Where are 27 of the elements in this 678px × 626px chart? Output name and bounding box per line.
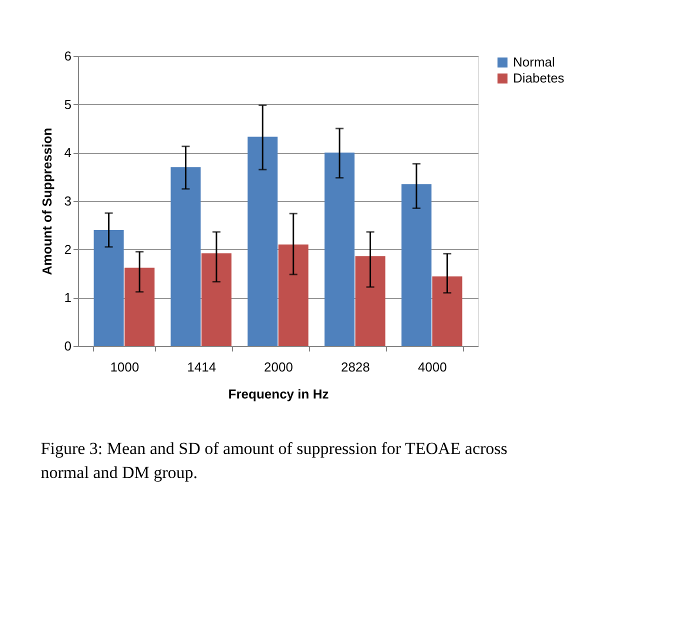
y-tick-label: 4 bbox=[64, 145, 72, 160]
legend-label: Normal bbox=[513, 54, 556, 70]
bar bbox=[94, 230, 124, 346]
bar bbox=[324, 152, 355, 346]
y-axis-title: Amount of Suppression bbox=[39, 128, 54, 276]
y-tick-label: 3 bbox=[64, 194, 72, 208]
caption: Figure 3: Mean and SD of amount of suppression for TEOAE across normal and DM group. bbox=[40, 439, 508, 482]
x-axis-title: Frequency in Hz bbox=[228, 386, 330, 402]
bar bbox=[248, 136, 278, 346]
x-tick-label: 4000 bbox=[418, 360, 447, 374]
y-tick-label: 6 bbox=[64, 48, 72, 64]
bar bbox=[201, 253, 232, 346]
y-tick-label: 0 bbox=[64, 338, 72, 354]
bar bbox=[170, 167, 201, 346]
x-tick-label: 2000 bbox=[264, 360, 293, 374]
bar bbox=[401, 184, 432, 346]
y-tick-label: 1 bbox=[64, 290, 72, 306]
y-tick-label: 5 bbox=[64, 96, 72, 112]
x-tick-label: 1000 bbox=[110, 360, 140, 374]
bar bbox=[355, 256, 386, 346]
x-tick-label: 1414 bbox=[187, 360, 216, 374]
y-tick-label: 2 bbox=[64, 242, 72, 257]
bar bbox=[124, 268, 155, 346]
legend-label: Diabetes bbox=[513, 70, 565, 86]
bar bbox=[278, 244, 308, 346]
bar bbox=[432, 276, 462, 346]
x-tick-label: 2828 bbox=[340, 360, 370, 374]
